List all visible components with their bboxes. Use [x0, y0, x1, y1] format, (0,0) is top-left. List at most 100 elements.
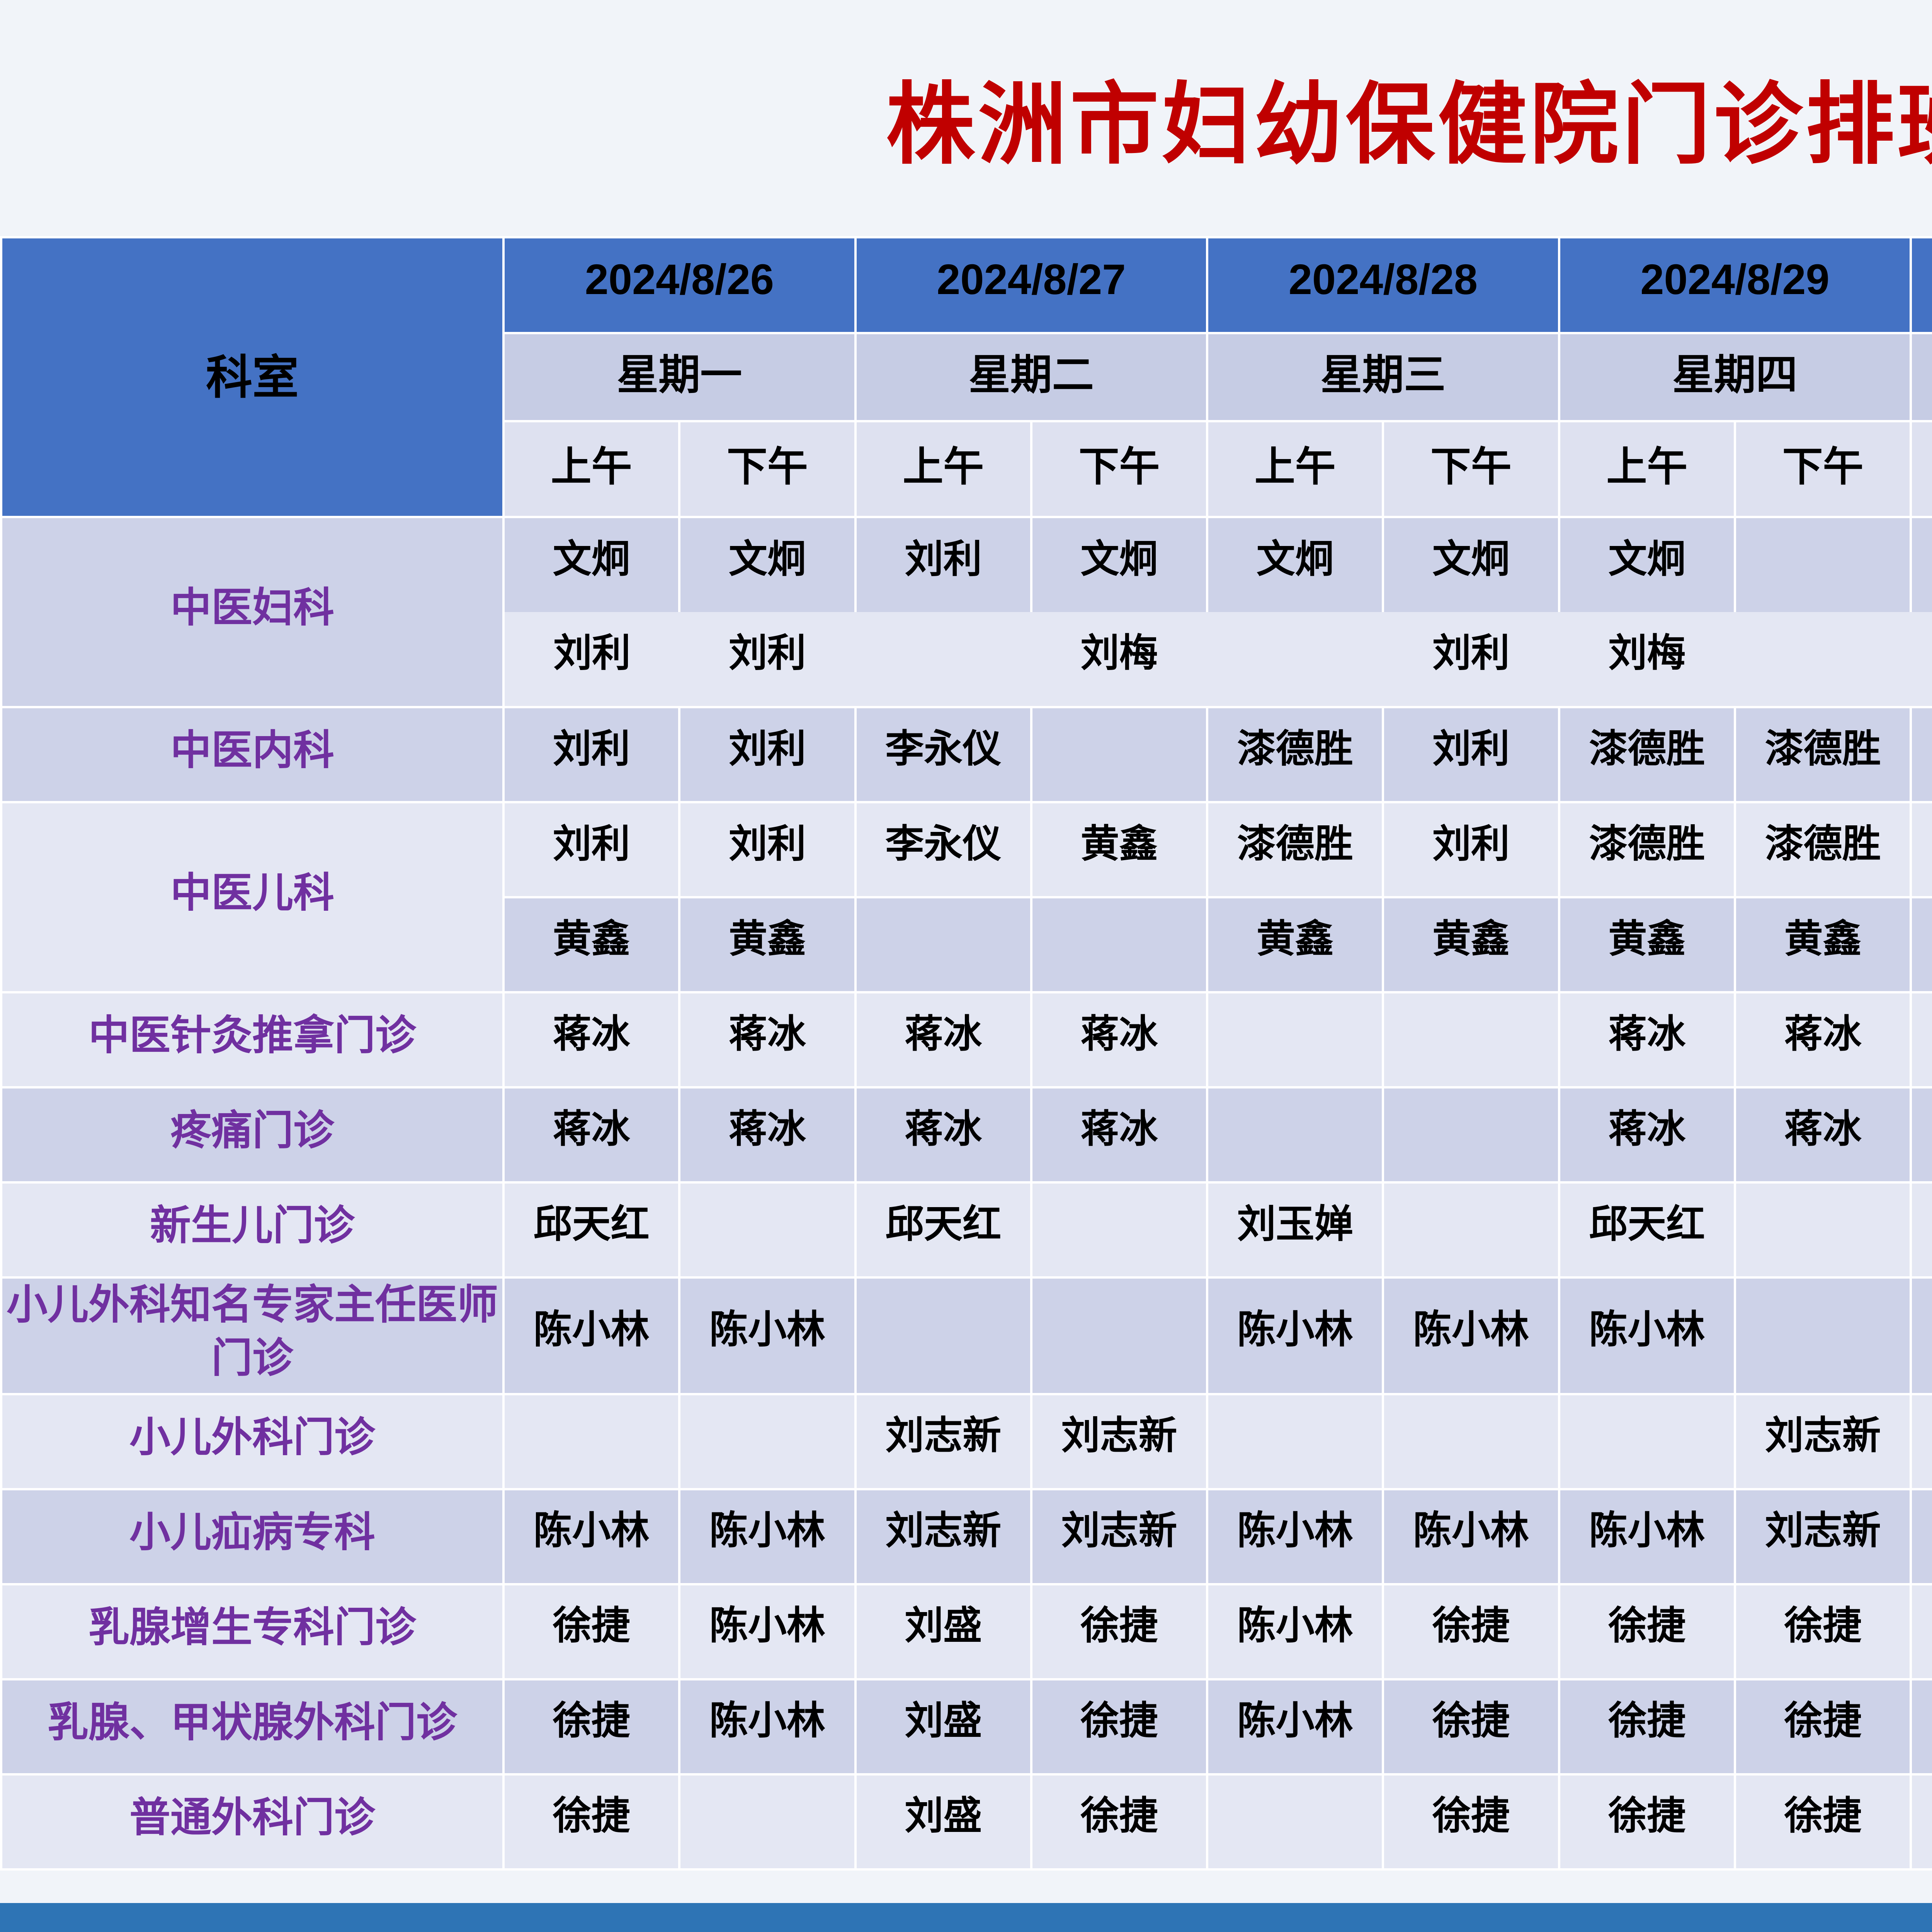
schedule-cell: 刘玉婵: [1910, 1181, 1932, 1279]
schedule-cell: [1206, 1393, 1384, 1490]
schedule-cell: 徐捷: [1030, 1773, 1209, 1871]
schedule-cell: 蒋冰: [1558, 991, 1736, 1088]
schedule-cell: 陈小林: [502, 1276, 681, 1395]
schedule-cell: 文炯: [502, 516, 681, 612]
schedule-cell: 蒋冰: [1733, 991, 1912, 1088]
department-label: 普通外科门诊: [0, 1773, 505, 1871]
schedule-cell: 刘利: [1382, 706, 1560, 803]
schedule-cell: 刘利: [854, 516, 1032, 612]
schedule-cell: 刘志新: [854, 1393, 1032, 1490]
pm-header: 下午: [1382, 420, 1560, 518]
table-row: 中医儿科刘利刘利李永仪黄鑫漆德胜刘利漆德胜漆德胜刘利李永仪漆德胜刘利: [0, 801, 1932, 993]
schedule-cell: [678, 1773, 857, 1871]
schedule-cell: 刘志新: [1733, 1393, 1912, 1490]
schedule-cell: 徐捷: [1733, 1678, 1912, 1776]
schedule-cell: 徐捷: [1030, 1583, 1209, 1680]
schedule-cell: 陈小林: [1206, 1583, 1384, 1680]
schedule-cell: [1382, 1086, 1560, 1184]
page-title: 株洲市妇幼保健院门诊排班表: [886, 75, 1932, 174]
schedule-cell: 漆德胜: [1558, 706, 1736, 803]
pm-header: 下午: [1030, 420, 1209, 518]
department-label: 小儿疝病专科: [0, 1488, 505, 1585]
schedule-cell: 刘利: [502, 801, 681, 898]
schedule-cell: 李永仪: [854, 706, 1032, 803]
department-label: 小儿外科知名专家主任医师门诊: [0, 1276, 505, 1395]
schedule-cell: 陈小林: [1206, 1678, 1384, 1776]
schedule-cell: 文炯: [1382, 516, 1560, 612]
schedule-cell: 陈小林: [1206, 1488, 1384, 1585]
table-row: 小儿外科门诊刘志新刘志新刘志新刘志新刘志新刘志新: [0, 1393, 1932, 1490]
table-row: 小儿疝病专科陈小林陈小林刘志新刘志新陈小林陈小林陈小林刘志新刘志新刘志新刘志新: [0, 1488, 1932, 1585]
schedule-cell: 文炯: [678, 516, 857, 612]
schedule-cell: 刘利: [679, 612, 855, 708]
schedule-cell: [1382, 991, 1560, 1088]
department-label: 中医儿科: [0, 801, 505, 993]
schedule-cell: 黄鑫: [1558, 896, 1736, 993]
schedule-cell: [854, 896, 1032, 993]
pm-header: 下午: [1733, 420, 1912, 518]
schedule-cell: [1206, 1086, 1384, 1184]
am-header: 上午: [502, 420, 681, 518]
schedule-cell: 蒋冰: [1558, 1086, 1736, 1184]
weekday-header: 星期一: [502, 332, 857, 422]
schedule-cell: 刘盛: [854, 1678, 1032, 1776]
schedule-cell: 漆德胜: [1206, 706, 1384, 803]
ampm-row: 上午下午上午下午上午下午上午下午上午下午上午下午上午下午: [1, 420, 1932, 518]
schedule-cell: 漆德胜: [1733, 706, 1912, 803]
department-label: 中医妇科: [0, 516, 505, 708]
schedule-cell: 徐捷: [1558, 1678, 1736, 1776]
schedule-cell: [1207, 612, 1383, 708]
schedule-cell: 邱天红: [854, 1181, 1032, 1279]
am-header: 上午: [854, 420, 1032, 518]
department-label: 乳腺、甲状腺外科门诊: [0, 1678, 505, 1776]
table-row: 普通外科门诊徐捷刘盛徐捷徐捷徐捷徐捷杨磊徐捷: [0, 1773, 1932, 1871]
schedule-cell: 蒋冰: [1910, 1086, 1932, 1184]
bottom-bar: [0, 1903, 1932, 1932]
schedule-cell: [1733, 1276, 1912, 1395]
schedule-cell: 陈小林: [1558, 1488, 1736, 1585]
table-row: 新生儿门诊邱天红邱天红刘玉婵邱天红刘玉婵邱天红尹新: [0, 1181, 1932, 1279]
table-row: 小儿外科知名专家主任医师门诊 陈小林 陈小林 陈小林 陈小林 陈小林: [0, 1276, 1932, 1395]
schedule-cell: 徐捷: [1558, 1583, 1736, 1680]
schedule-cell: 杨磊: [1910, 1583, 1932, 1680]
schedule-cell: 文炯: [1558, 516, 1736, 612]
schedule-cell: 徐捷: [1030, 1678, 1209, 1776]
date-header: 2024/8/28: [1206, 236, 1560, 334]
schedule-cell: 黄鑫: [1733, 896, 1912, 993]
am-header: 上午: [1558, 420, 1736, 518]
schedule-cell: 蒋冰: [678, 1086, 857, 1184]
table-row: 中医妇科文炯文炯刘利文炯文炯文炯文炯文炯文炯文炯刘利: [0, 516, 1932, 708]
schedule-cell: [1030, 706, 1209, 803]
schedule-cell: 刘志新: [1910, 1393, 1932, 1490]
schedule-cell: 徐捷: [1382, 1773, 1560, 1871]
schedule-cell: 蒋冰: [502, 991, 681, 1088]
am-header: 上午: [1910, 420, 1932, 518]
schedule-cell: 刘盛: [854, 1773, 1032, 1871]
schedule-cell: 蒋冰: [502, 1086, 681, 1184]
schedule-cell: 刘利: [1910, 706, 1932, 803]
schedule-cell: 刘志新: [854, 1488, 1032, 1585]
am-header: 上午: [1206, 420, 1384, 518]
schedule-cell: [1030, 1276, 1209, 1395]
weekday-header: 星期四: [1558, 332, 1912, 422]
schedule-cell: 陈小林: [678, 1678, 857, 1776]
schedule-cell: 黄鑫: [1910, 896, 1932, 993]
weekday-header: 星期三: [1206, 332, 1560, 422]
schedule-cell: 刘利: [502, 612, 680, 708]
schedule-cell: [854, 1276, 1032, 1395]
schedule-cell: [1735, 612, 1911, 708]
weekday-header: 星期五: [1910, 332, 1932, 422]
schedule-cell: 黄鑫: [1030, 801, 1209, 898]
bottom-bar-blue-segment: [0, 1903, 1932, 1932]
schedule-cell: 刘利: [502, 706, 681, 803]
schedule-cell: 蒋冰: [678, 991, 857, 1088]
table-row: 中医内科刘利刘利李永仪漆德胜刘利漆德胜漆德胜刘利李永仪漆德胜刘利: [0, 706, 1932, 803]
schedule-cell: 蒋冰: [1030, 1086, 1209, 1184]
schedule-cell: 刘盛: [854, 1583, 1032, 1680]
date-header: 2024/8/27: [854, 236, 1209, 334]
schedule-cell: 徐捷: [1382, 1678, 1560, 1776]
schedule-cell: 邱天红: [1558, 1181, 1736, 1279]
schedule-cell: 黄鑫: [502, 896, 681, 993]
weekday-header: 星期二: [854, 332, 1209, 422]
schedule-cell: 刘利: [678, 801, 857, 898]
